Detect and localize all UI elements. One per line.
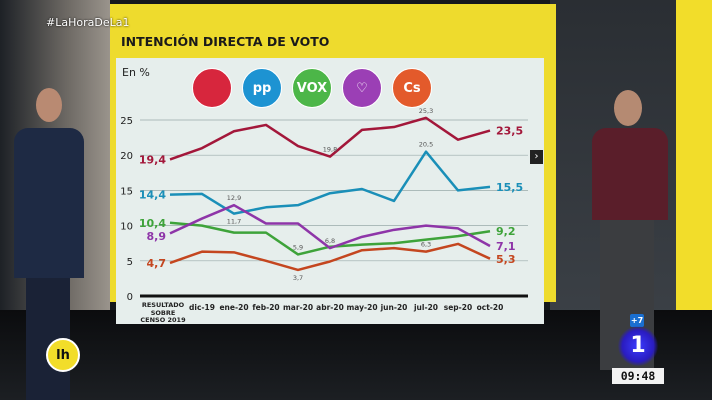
x-tick-label: mar-20 [283, 303, 313, 312]
hashtag: #LaHoraDeLa1 [46, 16, 130, 29]
data-label: 10,4 [139, 217, 166, 230]
data-label: 19,8 [323, 146, 337, 154]
data-label: 4,7 [147, 257, 167, 270]
x-tick-label: jul-20 [413, 303, 438, 312]
party-logo-psoe [192, 68, 232, 108]
y-tick-label: 20 [120, 151, 133, 162]
side-screen [676, 0, 712, 310]
data-label: 5,9 [293, 243, 303, 251]
x-tick-label: may-20 [346, 303, 377, 312]
y-tick-label: 0 [127, 292, 133, 303]
x-tick-label: oct-20 [477, 303, 504, 312]
la1-channel-logo: 1 [618, 326, 658, 366]
y-tick-label: 10 [120, 222, 133, 233]
next-arrow-icon[interactable]: › [530, 150, 543, 164]
y-tick-label: 25 [120, 116, 133, 127]
x-tick-label: jun-20 [380, 303, 408, 312]
channel-plus7-badge: +7 [630, 314, 644, 327]
clock: 09:48 [612, 368, 664, 384]
chart-area [116, 58, 544, 324]
unit-label: En % [122, 66, 150, 79]
x-tick-label: abr-20 [316, 303, 344, 312]
studio-floor [0, 310, 712, 400]
data-label: 6,3 [421, 241, 431, 249]
y-tick-label: 15 [120, 186, 133, 197]
data-label: 12,9 [227, 194, 241, 202]
data-label: 15,5 [496, 181, 523, 194]
data-label: 11,7 [227, 218, 241, 226]
data-label: 20,5 [419, 141, 433, 149]
party-logo-podemos: ♡ [342, 68, 382, 108]
chart-title: INTENCIÓN DIRECTA DE VOTO [121, 34, 330, 49]
data-label: 14,4 [139, 189, 166, 202]
x-tick-label: sep-20 [444, 303, 472, 312]
data-label: 5,3 [496, 253, 516, 266]
x-tick-label-first: RESULTADO SOBRE CENSO 2019 [140, 301, 186, 324]
data-label: 23,5 [496, 125, 523, 138]
y-tick-label: 5 [127, 257, 133, 268]
data-label: 7,1 [496, 240, 516, 253]
x-tick-label: dic-19 [189, 303, 215, 312]
x-tick-label: feb-20 [252, 303, 279, 312]
data-label: 3,7 [293, 274, 303, 282]
x-tick-label: ene-20 [219, 303, 248, 312]
data-label: 8,9 [147, 230, 167, 243]
program-logo: lh [46, 338, 80, 372]
series-line-pp [169, 150, 491, 215]
party-logo-pp: pp [242, 68, 282, 108]
data-label: 6,8 [325, 237, 335, 245]
party-logo-cs: Cs [392, 68, 432, 108]
party-logo-vox: VOX [292, 68, 332, 108]
data-label: 19,4 [139, 153, 166, 166]
data-label: 25,3 [419, 107, 433, 115]
data-label: 9,2 [496, 225, 516, 238]
